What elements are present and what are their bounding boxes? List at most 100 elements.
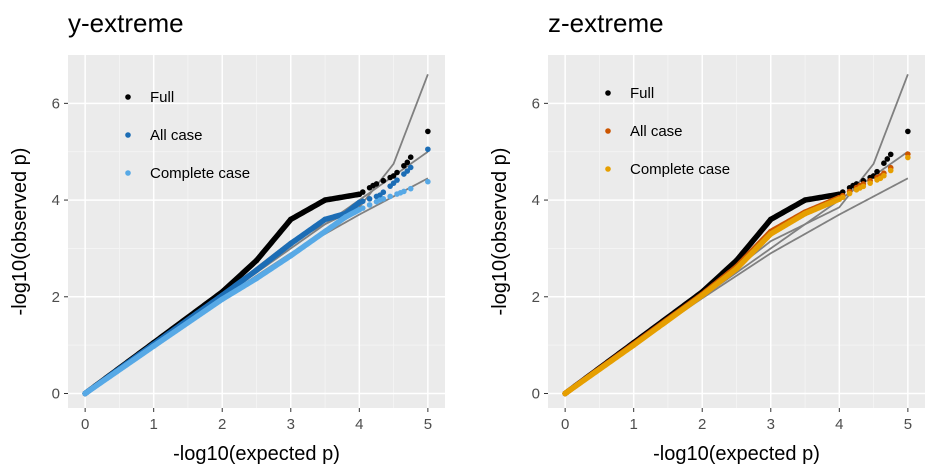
data-point <box>404 159 411 166</box>
legend-label: Complete case <box>150 165 250 182</box>
y-tick-label: 6 <box>52 95 60 112</box>
data-point <box>874 177 880 183</box>
data-point <box>881 172 887 179</box>
chart-title: y-extreme <box>68 8 184 38</box>
data-point <box>407 154 414 160</box>
data-point <box>699 292 706 299</box>
data-point <box>630 342 637 348</box>
x-tick-label: 0 <box>561 416 569 433</box>
x-tick-label: 1 <box>630 416 638 433</box>
data-point <box>802 210 808 217</box>
data-point <box>887 151 894 158</box>
data-point <box>287 252 294 259</box>
data-point <box>150 343 157 349</box>
y-axis-title: -log10(observed p) <box>489 148 511 316</box>
data-point <box>359 189 366 195</box>
data-point <box>733 265 740 272</box>
y-tick-label: 0 <box>52 385 60 402</box>
data-point <box>322 228 328 235</box>
data-point <box>82 390 88 397</box>
data-point <box>905 154 911 161</box>
data-point <box>884 156 891 162</box>
data-point <box>860 183 867 190</box>
data-point <box>562 390 568 397</box>
data-point <box>425 128 431 135</box>
panel-y-extreme: 0 1 2 3 4 5 0 2 4 6 Full All case Complete case y-ext… <box>9 8 445 465</box>
x-axis-title: -log10(expected p) <box>173 443 340 465</box>
data-point <box>767 231 774 237</box>
data-point <box>373 198 380 205</box>
data-point <box>425 178 431 185</box>
data-point <box>887 167 894 174</box>
data-point <box>394 191 400 197</box>
x-tick-label: 1 <box>150 416 158 433</box>
data-point <box>366 196 373 202</box>
data-point <box>359 198 366 205</box>
data-point <box>387 193 393 200</box>
data-point <box>425 146 431 153</box>
x-tick-label: 3 <box>287 416 295 433</box>
legend-label: All case <box>630 123 683 140</box>
data-point <box>287 240 294 247</box>
y-tick-label: 4 <box>52 192 60 209</box>
y-tick-label: 6 <box>532 95 540 112</box>
legend-label: Full <box>630 85 654 102</box>
x-tick-label: 4 <box>355 416 363 433</box>
data-point <box>846 184 853 191</box>
chart-title: z-extreme <box>548 8 664 38</box>
data-point <box>287 216 294 223</box>
data-point <box>322 197 328 203</box>
data-point <box>401 188 407 195</box>
data-point <box>839 194 846 201</box>
data-point <box>380 177 387 184</box>
data-point <box>874 168 880 175</box>
data-point <box>394 169 400 176</box>
data-point <box>767 216 774 223</box>
legend-key <box>125 132 131 138</box>
data-point <box>253 257 260 264</box>
legend-key <box>125 94 131 100</box>
x-tick-label: 5 <box>424 416 432 433</box>
legend-label: Full <box>150 89 174 106</box>
data-point <box>905 128 911 135</box>
data-point <box>867 180 873 186</box>
data-point <box>407 185 414 192</box>
y-tick-label: 0 <box>532 385 540 402</box>
series-complete-case <box>82 178 431 397</box>
x-tick-label: 0 <box>81 416 89 433</box>
data-point <box>853 187 860 193</box>
data-point <box>401 162 407 169</box>
y-tick-label: 2 <box>52 289 60 306</box>
data-point <box>387 174 393 181</box>
data-point <box>322 216 328 223</box>
x-tick-label: 3 <box>767 416 775 433</box>
data-point <box>373 181 380 187</box>
data-point <box>219 296 226 303</box>
legend-label: Complete case <box>630 161 730 178</box>
data-point <box>359 205 366 211</box>
panel-z-extreme: 0 1 2 3 4 5 0 2 4 6 Full All case Complete case z-ext… <box>489 8 925 465</box>
series-complete-case <box>562 154 911 397</box>
data-point <box>802 197 808 203</box>
data-point <box>387 183 393 189</box>
legend-key <box>605 166 611 172</box>
data-point <box>846 190 853 197</box>
data-point <box>253 267 260 273</box>
data-point <box>342 214 349 220</box>
data-point <box>373 193 380 200</box>
data-point <box>394 177 400 183</box>
data-point <box>881 160 887 166</box>
data-point <box>380 196 387 202</box>
data-point <box>366 184 373 191</box>
legend-key <box>125 170 131 176</box>
data-point <box>366 202 373 208</box>
x-axis-title: -log10(expected p) <box>653 443 820 465</box>
y-tick-label: 4 <box>532 192 540 209</box>
x-tick-label: 2 <box>698 416 706 433</box>
x-tick-label: 2 <box>218 416 226 433</box>
data-point <box>407 164 414 171</box>
y-axis-title: -log10(observed p) <box>9 148 31 316</box>
x-tick-label: 4 <box>835 416 843 433</box>
data-point <box>253 275 260 282</box>
